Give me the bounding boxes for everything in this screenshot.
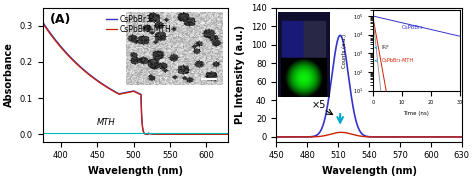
Legend: CsPbBr3, CsPbBr3-MTH: CsPbBr3, CsPbBr3-MTH — [103, 12, 174, 37]
X-axis label: Wavelength (nm): Wavelength (nm) — [88, 166, 183, 176]
CsPbBr3 — [122, 92, 128, 94]
CsPbBr3 — [167, 133, 173, 135]
CsPbBr3 — [59, 46, 64, 49]
Line: CsPbBr3: CsPbBr3 — [43, 22, 228, 134]
CsPbBr3-MTH — [184, 133, 190, 135]
CsPbBr3-MTH — [122, 92, 128, 94]
Text: (A): (A) — [50, 13, 72, 26]
Text: MTH: MTH — [97, 118, 116, 127]
X-axis label: Wavelength (nm): Wavelength (nm) — [321, 166, 417, 176]
CsPbBr3-MTH — [115, 93, 120, 95]
CsPbBr3 — [188, 133, 193, 135]
Y-axis label: Absorbance: Absorbance — [4, 42, 14, 107]
CsPbBr3 — [40, 21, 46, 23]
Y-axis label: PL Intensity (a.u.): PL Intensity (a.u.) — [235, 25, 245, 124]
Text: ×5: ×5 — [311, 100, 326, 110]
CsPbBr3-MTH — [167, 133, 173, 135]
CsPbBr3 — [115, 92, 120, 94]
Line: CsPbBr3-MTH: CsPbBr3-MTH — [43, 23, 228, 134]
CsPbBr3-MTH — [188, 133, 193, 135]
Text: (B): (B) — [283, 13, 305, 26]
CsPbBr3 — [184, 133, 190, 135]
CsPbBr3-MTH — [40, 22, 46, 24]
CsPbBr3-MTH — [226, 133, 231, 135]
CsPbBr3 — [226, 133, 231, 135]
CsPbBr3-MTH — [59, 47, 64, 49]
